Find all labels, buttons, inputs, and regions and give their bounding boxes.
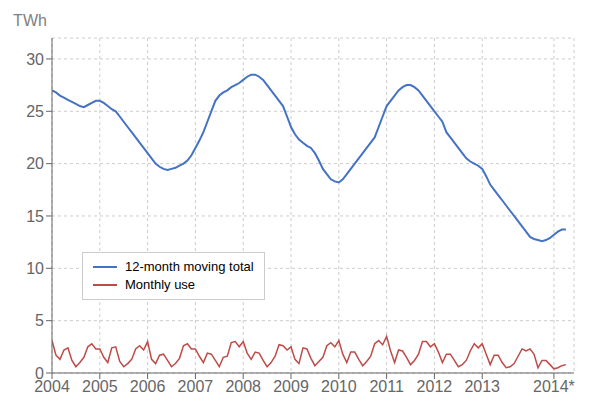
svg-text:5: 5	[35, 312, 44, 329]
svg-text:2012: 2012	[417, 378, 453, 395]
svg-text:TWh: TWh	[13, 12, 47, 29]
svg-text:30: 30	[26, 51, 44, 68]
svg-text:25: 25	[26, 103, 44, 120]
svg-text:2011: 2011	[369, 378, 404, 395]
svg-text:2004: 2004	[34, 378, 70, 396]
svg-text:2009: 2009	[273, 378, 309, 395]
svg-text:2007: 2007	[178, 378, 214, 395]
svg-text:2006: 2006	[130, 378, 166, 395]
svg-text:2005: 2005	[82, 378, 118, 395]
svg-text:0: 0	[35, 365, 44, 382]
html-text:12-month moving total: 12-month moving total	[125, 259, 254, 275]
svg-text:2010: 2010	[321, 378, 357, 395]
svg-text:20: 20	[26, 155, 44, 172]
svg-text:2008: 2008	[225, 378, 261, 395]
html-text:Monthly use: Monthly use	[125, 277, 196, 293]
svg-text:15: 15	[26, 208, 44, 225]
svg-text:10: 10	[26, 260, 44, 277]
svg-text:2014*: 2014*	[533, 378, 575, 395]
svg-text:2013: 2013	[464, 378, 500, 395]
